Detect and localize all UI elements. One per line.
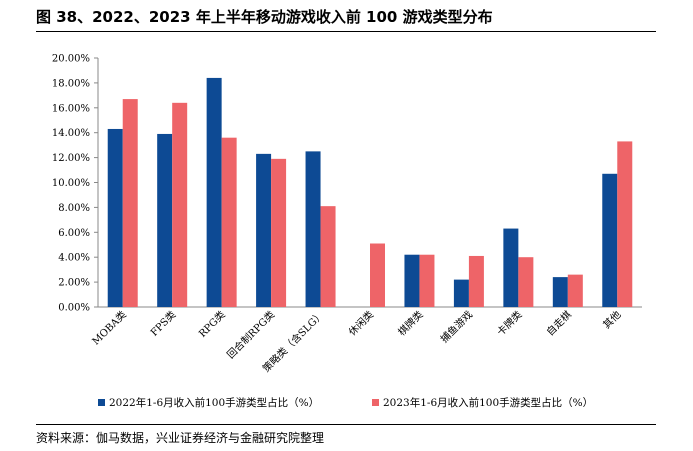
bar-2023 (271, 158, 287, 307)
bar-2022 (503, 228, 519, 307)
x-tick-label: 卡牌类 (494, 308, 524, 338)
bar-2022 (206, 77, 222, 307)
legend-label: 2022年1-6月收入前100手游类型占比（%） (109, 396, 319, 409)
y-tick-label: 12.00% (52, 153, 90, 164)
legend-swatch (372, 399, 379, 406)
bar-2023 (370, 243, 385, 307)
x-tick-label: 棋牌类 (395, 308, 425, 338)
figure-title: 图 38、2022、2023 年上半年移动游戏收入前 100 游戏类型分布 (36, 8, 493, 26)
x-tick-label: 休闲类 (346, 308, 376, 338)
bar-2023 (172, 102, 188, 307)
y-tick-label: 10.00% (52, 178, 90, 189)
y-tick-label: 14.00% (52, 128, 90, 139)
bar-2022 (305, 151, 321, 307)
bar-2022 (602, 173, 618, 307)
y-tick-label: 4.00% (58, 253, 90, 264)
y-tick-label: 16.00% (52, 103, 90, 114)
bar-2022 (552, 277, 568, 307)
bar-2022 (157, 133, 173, 307)
bar-2023 (122, 99, 138, 308)
legend-label: 2023年1-6月收入前100手游类型占比（%） (383, 396, 593, 409)
x-tick-label: 回合制RPG类 (224, 308, 277, 361)
bar-2023 (419, 254, 435, 307)
x-tick-label: 其他 (600, 308, 623, 331)
bar-2023 (221, 137, 237, 307)
x-tick-label: RPG类 (196, 308, 228, 340)
bar-2023 (320, 206, 336, 307)
y-tick-label: 0.00% (58, 303, 90, 314)
y-tick-label: 2.00% (58, 278, 90, 289)
bar-2022 (107, 128, 123, 307)
source-note: 资料来源：伽马数据，兴业证券经济与金融研究院整理 (36, 431, 325, 445)
bar-2023 (468, 255, 484, 307)
bar-2023 (617, 141, 633, 307)
title-rule (36, 31, 656, 32)
bar-2023 (567, 274, 583, 307)
x-tick-label: MOBA类 (89, 308, 129, 348)
x-tick-label: 自走棋 (544, 308, 574, 338)
legend-swatch (98, 399, 105, 406)
bar-2022 (404, 254, 420, 307)
x-tick-label: FPS类 (148, 308, 179, 339)
y-tick-label: 20.00% (52, 54, 90, 65)
source-rule (36, 424, 656, 425)
y-tick-label: 6.00% (58, 228, 90, 239)
y-tick-label: 8.00% (58, 203, 90, 214)
bar-2022 (453, 279, 469, 307)
y-tick-label: 18.00% (52, 78, 90, 89)
bar-2022 (256, 153, 272, 307)
x-tick-label: 捕鱼游戏 (438, 308, 475, 345)
bar-2023 (518, 257, 534, 307)
bar-chart: 0.00% 2.00% 4.00% 6.00% 8.00% 10.00% 12.00% 14.… (52, 54, 642, 409)
